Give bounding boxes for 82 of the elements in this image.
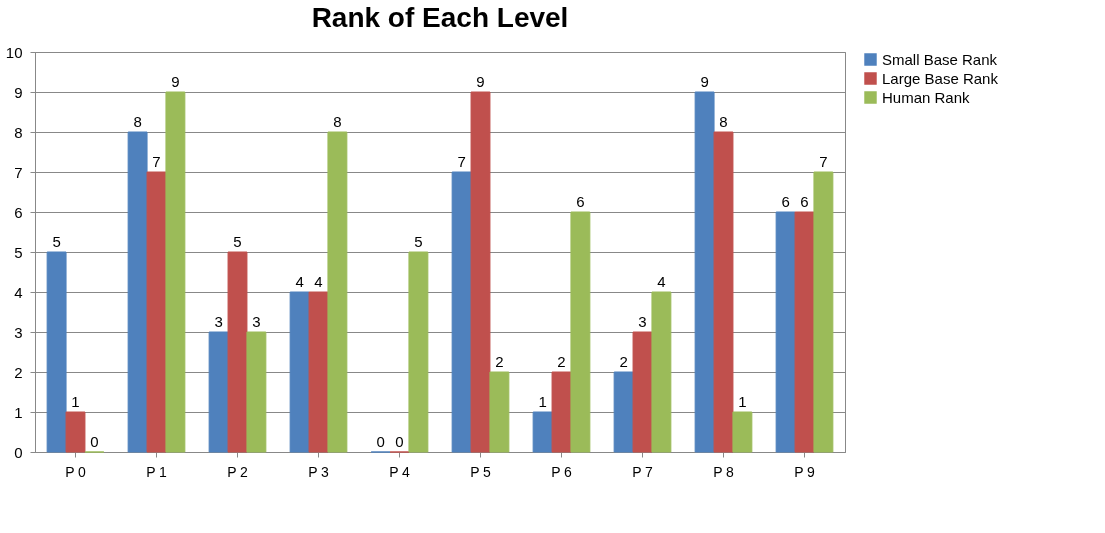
data-label: 2	[495, 353, 504, 370]
bar	[246, 331, 267, 453]
data-label: 8	[719, 113, 728, 130]
data-label: 3	[638, 313, 647, 330]
bar	[775, 211, 796, 453]
data-label: 4	[314, 273, 323, 290]
bar	[732, 411, 753, 453]
bar	[127, 131, 148, 453]
chart-title: Rank of Each Level	[311, 2, 569, 33]
bar	[308, 291, 329, 453]
x-tick-label: P 5	[470, 463, 492, 480]
y-tick-label: 2	[14, 363, 23, 381]
legend-label: Large Base Rank	[882, 69, 999, 87]
bar	[451, 171, 472, 453]
data-label: 6	[781, 193, 790, 210]
y-tick-label: 10	[5, 43, 23, 61]
data-label: 5	[233, 233, 242, 250]
y-tick-label: 6	[14, 203, 23, 221]
data-label: 2	[619, 353, 628, 370]
x-tick-label: P 3	[308, 463, 330, 480]
bar	[694, 91, 715, 453]
y-tick-label: 3	[14, 323, 23, 341]
data-label: 3	[214, 313, 223, 330]
bar	[713, 131, 734, 453]
data-label: 8	[133, 113, 142, 130]
bar	[651, 291, 672, 453]
bar	[532, 411, 553, 453]
x-tick-label: P 7	[632, 463, 654, 480]
bar	[551, 371, 572, 453]
bar	[46, 251, 67, 453]
bar	[165, 91, 186, 453]
x-tick-label: P 6	[551, 463, 573, 480]
legend-label: Small Base Rank	[882, 50, 998, 68]
y-tick-label: 4	[14, 283, 23, 301]
data-label: 3	[252, 313, 261, 330]
bar	[65, 411, 86, 453]
bar	[146, 171, 167, 453]
bar	[489, 371, 510, 453]
data-label: 7	[457, 153, 466, 170]
data-label: 9	[171, 73, 180, 90]
y-tick-label: 9	[14, 83, 23, 101]
y-tick-label: 8	[14, 123, 23, 141]
x-tick-label: P 0	[65, 463, 87, 480]
data-label: 6	[576, 193, 585, 210]
data-label: 6	[800, 193, 809, 210]
bar	[208, 331, 229, 453]
bar	[813, 171, 834, 453]
bar	[408, 251, 429, 453]
data-label: 1	[538, 393, 547, 410]
bar	[613, 371, 634, 453]
x-tick-label: P 9	[794, 463, 816, 480]
x-tick-label: P 1	[146, 463, 168, 480]
y-tick-label: 1	[14, 403, 23, 421]
data-label: 4	[657, 273, 666, 290]
bar	[570, 211, 591, 453]
data-label: 8	[333, 113, 342, 130]
data-label: 4	[295, 273, 304, 290]
data-label: 9	[700, 73, 709, 90]
bar	[289, 291, 310, 453]
x-tick-label: P 8	[713, 463, 735, 480]
bar	[470, 91, 491, 453]
bar	[227, 251, 248, 453]
y-tick-label: 0	[14, 443, 23, 461]
data-label: 5	[414, 233, 423, 250]
legend-label: Human Rank	[882, 88, 971, 106]
bar	[327, 131, 348, 453]
y-tick-label: 7	[14, 163, 23, 181]
x-tick-label: P 4	[389, 463, 411, 480]
data-label: 7	[152, 153, 161, 170]
data-label: 0	[90, 433, 99, 450]
data-label: 5	[52, 233, 61, 250]
data-label: 0	[395, 433, 404, 450]
data-label: 7	[819, 153, 828, 170]
data-label: 0	[376, 433, 385, 450]
x-tick-label: P 2	[227, 463, 249, 480]
data-label: 9	[476, 73, 485, 90]
y-tick-label: 5	[14, 243, 23, 261]
data-label: 1	[738, 393, 747, 410]
bar	[794, 211, 815, 453]
bar	[632, 331, 653, 453]
data-label: 2	[557, 353, 566, 370]
data-label: 1	[71, 393, 80, 410]
